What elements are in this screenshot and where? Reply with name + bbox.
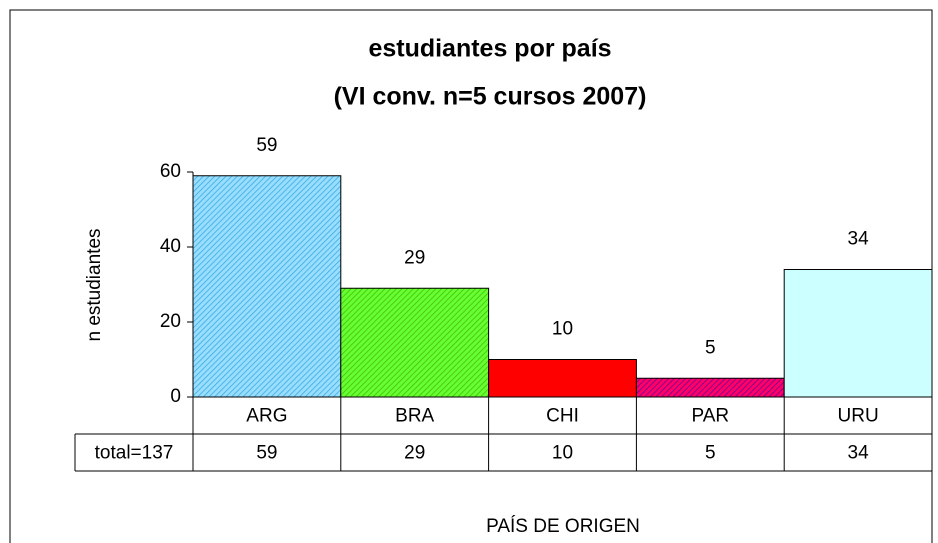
y-tick-label: 0 — [170, 386, 181, 407]
data-label: 59 — [256, 135, 277, 156]
bar — [488, 359, 637, 398]
y-tick-label: 40 — [160, 236, 181, 257]
x-tick-label: BRA — [395, 406, 434, 427]
data-label: 34 — [848, 229, 870, 250]
x-tick-label: CHI — [546, 406, 579, 427]
chart-title: estudiantes por país — [368, 35, 611, 63]
y-tick-label: 60 — [160, 161, 181, 182]
x-tick-label: PAR — [691, 406, 729, 427]
chart-frame — [9, 9, 933, 543]
x-tick-label: URU — [838, 406, 879, 427]
x-axis-label: PAÍS DE ORIGEN — [486, 516, 640, 537]
table-value: 34 — [848, 443, 870, 464]
x-tick-label: ARG — [246, 406, 287, 427]
y-tick-label: 20 — [160, 311, 181, 332]
data-label: 5 — [705, 337, 716, 358]
data-label: 29 — [404, 247, 425, 268]
table-value: 59 — [256, 443, 277, 464]
table-value: 10 — [552, 443, 573, 464]
bar — [192, 175, 342, 398]
chart-subtitle: (VI conv. n=5 cursos 2007) — [334, 83, 647, 111]
table-value: 29 — [404, 443, 425, 464]
data-label: 10 — [552, 319, 573, 340]
bar — [340, 287, 490, 398]
bar — [783, 269, 933, 398]
bar — [635, 377, 785, 398]
table-value: 5 — [705, 443, 716, 464]
y-axis-label: n estudiantes — [84, 228, 105, 341]
table-label: total=137 — [95, 443, 174, 464]
